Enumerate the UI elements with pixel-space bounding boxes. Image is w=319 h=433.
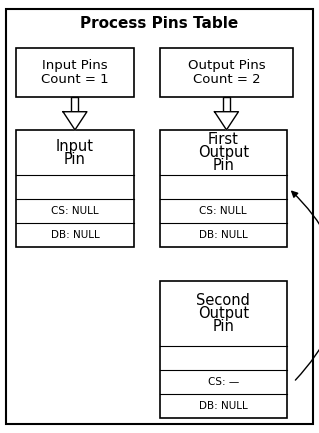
Text: Pin: Pin	[212, 158, 234, 173]
Text: DB: NULL: DB: NULL	[51, 230, 99, 240]
Text: Input Pins: Input Pins	[42, 59, 108, 72]
Text: DB: NULL: DB: NULL	[199, 230, 248, 240]
Text: CS: NULL: CS: NULL	[199, 206, 247, 216]
FancyBboxPatch shape	[16, 48, 134, 97]
FancyBboxPatch shape	[160, 130, 287, 247]
FancyArrowPatch shape	[292, 191, 319, 380]
Text: DB: NULL: DB: NULL	[199, 401, 248, 411]
Text: Input: Input	[56, 139, 94, 154]
FancyBboxPatch shape	[6, 9, 313, 424]
FancyBboxPatch shape	[223, 97, 230, 112]
FancyBboxPatch shape	[71, 97, 78, 112]
Text: Process Pins Table: Process Pins Table	[80, 16, 239, 31]
Text: Output: Output	[198, 307, 249, 321]
Text: Count = 2: Count = 2	[193, 73, 260, 86]
FancyBboxPatch shape	[160, 48, 293, 97]
Text: Pin: Pin	[212, 320, 234, 334]
Text: CS: —: CS: —	[208, 377, 239, 387]
Polygon shape	[214, 112, 238, 130]
FancyBboxPatch shape	[16, 130, 134, 247]
Polygon shape	[63, 112, 87, 130]
Text: Count = 1: Count = 1	[41, 73, 109, 86]
Text: Output: Output	[198, 145, 249, 160]
Text: First: First	[208, 132, 239, 147]
Text: Output Pins: Output Pins	[188, 59, 265, 72]
Text: CS: NULL: CS: NULL	[51, 206, 99, 216]
Text: Pin: Pin	[64, 152, 86, 167]
Text: Second: Second	[197, 294, 250, 308]
FancyBboxPatch shape	[160, 281, 287, 418]
